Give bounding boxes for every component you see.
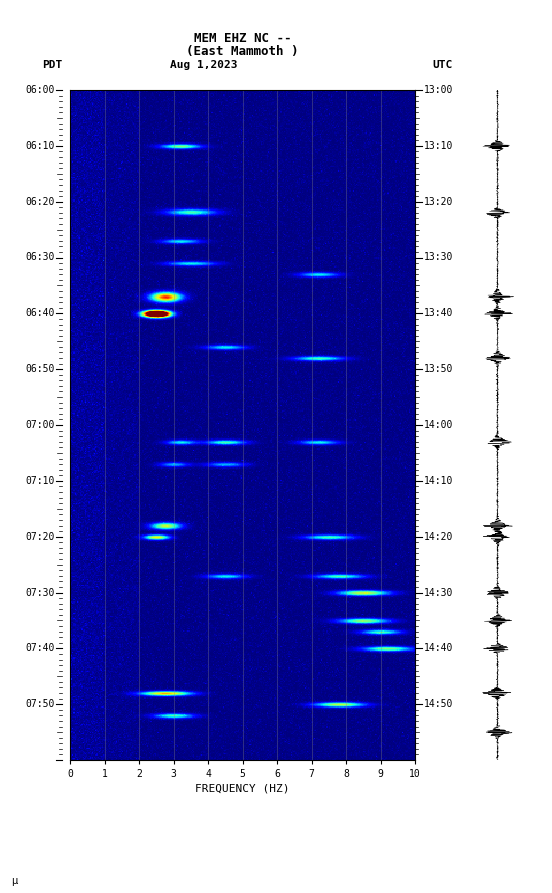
Text: 14:30: 14:30 [423,588,453,597]
Text: 14:10: 14:10 [423,476,453,486]
Text: 13:50: 13:50 [423,364,453,374]
Text: PDT: PDT [43,60,62,70]
Text: 06:10: 06:10 [25,141,55,151]
Text: 14:40: 14:40 [423,643,453,654]
Text: 07:40: 07:40 [25,643,55,654]
Text: USGS: USGS [19,13,53,23]
Text: 13:10: 13:10 [423,141,453,151]
Text: 06:20: 06:20 [25,196,55,206]
Text: MEM EHZ NC --: MEM EHZ NC -- [194,31,291,45]
Text: 06:40: 06:40 [25,308,55,318]
Text: 07:10: 07:10 [25,476,55,486]
Text: 06:50: 06:50 [25,364,55,374]
Text: 06:00: 06:00 [25,85,55,95]
Text: 07:00: 07:00 [25,420,55,430]
X-axis label: FREQUENCY (HZ): FREQUENCY (HZ) [195,783,290,793]
Text: 13:00: 13:00 [423,85,453,95]
Text: 13:20: 13:20 [423,196,453,206]
Text: UTC: UTC [432,60,453,70]
Text: Aug 1,2023: Aug 1,2023 [170,60,237,70]
Text: (East Mammoth ): (East Mammoth ) [186,46,299,59]
Text: 13:30: 13:30 [423,253,453,263]
Text: μ: μ [11,876,17,886]
Text: 14:00: 14:00 [423,420,453,430]
Text: 07:20: 07:20 [25,531,55,542]
Text: 14:50: 14:50 [423,699,453,709]
Text: 14:20: 14:20 [423,531,453,542]
Text: 07:30: 07:30 [25,588,55,597]
Text: 07:50: 07:50 [25,699,55,709]
Text: 06:30: 06:30 [25,253,55,263]
Text: 13:40: 13:40 [423,308,453,318]
